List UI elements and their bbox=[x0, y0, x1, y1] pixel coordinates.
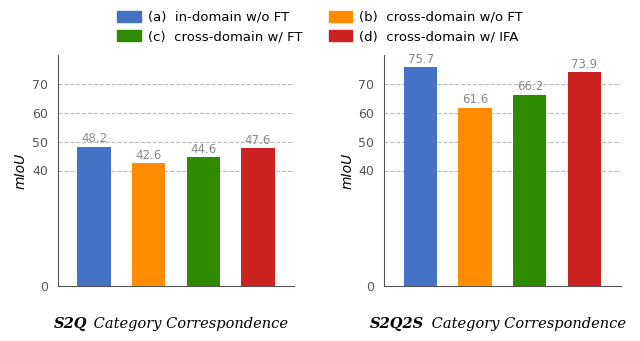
Text: 73.9: 73.9 bbox=[572, 58, 598, 71]
Bar bbox=[241, 148, 275, 286]
Text: 75.7: 75.7 bbox=[408, 53, 434, 65]
Y-axis label: mIoU: mIoU bbox=[340, 152, 355, 189]
Text: 61.6: 61.6 bbox=[462, 93, 488, 106]
Text: S2Q: S2Q bbox=[54, 316, 88, 330]
Text: 47.6: 47.6 bbox=[244, 134, 271, 147]
Text: 42.6: 42.6 bbox=[136, 149, 162, 162]
Bar bbox=[186, 157, 220, 286]
Bar bbox=[458, 108, 492, 286]
Text: 48.2: 48.2 bbox=[81, 132, 107, 145]
Text: S2Q2S: S2Q2S bbox=[369, 316, 424, 330]
Bar bbox=[568, 72, 601, 286]
Y-axis label: mIoU: mIoU bbox=[13, 152, 28, 189]
Text: Category Correspondence: Category Correspondence bbox=[89, 316, 288, 330]
Bar bbox=[513, 94, 547, 286]
Legend: (a)  in-domain w/o FT, (c)  cross-domain w/ FT, (b)  cross-domain w/o FT, (d)  c: (a) in-domain w/o FT, (c) cross-domain w… bbox=[113, 6, 527, 47]
Text: 66.2: 66.2 bbox=[516, 80, 543, 93]
Bar bbox=[77, 147, 111, 286]
Bar bbox=[132, 163, 165, 286]
Text: Category Correspondence: Category Correspondence bbox=[426, 316, 625, 330]
Bar bbox=[404, 67, 437, 286]
Text: 44.6: 44.6 bbox=[190, 143, 216, 156]
